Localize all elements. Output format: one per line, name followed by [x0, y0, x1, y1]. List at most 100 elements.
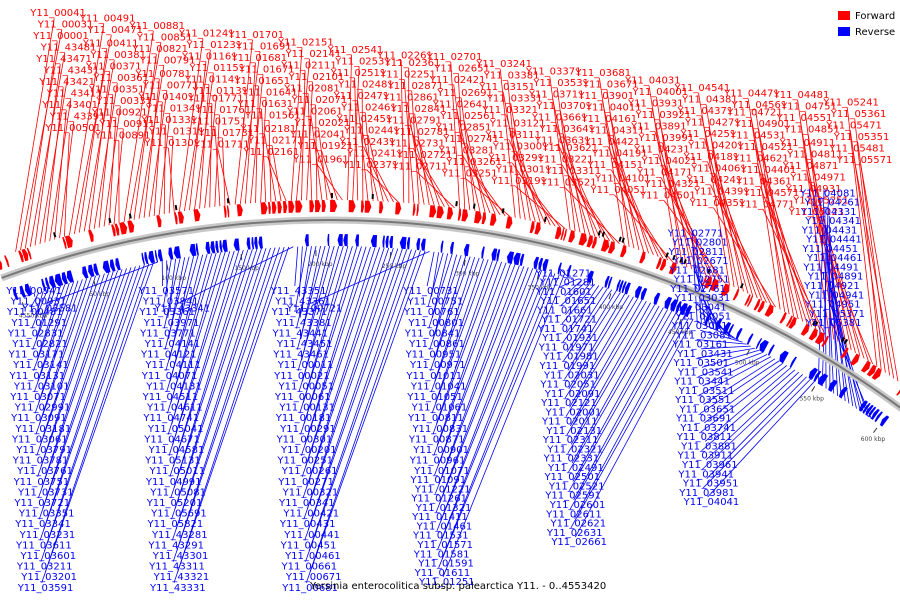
- forward-gene-label: Y11_01771: [187, 94, 244, 105]
- reverse-gene-label: Y11_03091: [10, 413, 67, 424]
- forward-gene-arrow: [733, 289, 740, 301]
- reverse-gene-label: Y11_03731: [17, 487, 74, 498]
- tick-mark: [873, 428, 877, 433]
- forward-gene-arrow: [530, 221, 535, 233]
- forward-gene-label: Y11_04421: [583, 137, 640, 148]
- forward-gene-arrow: [436, 206, 443, 218]
- reverse-gene-label: Y11_00831: [411, 424, 468, 435]
- forward-gene-arrow: [330, 200, 337, 212]
- reverse-gene-arrow: [818, 374, 828, 386]
- reverse-gene-label: Y11_05381: [805, 318, 862, 329]
- forward-gene-label: Y11_03711: [528, 90, 585, 101]
- forward-gene-label: Y11_02481: [337, 79, 394, 90]
- reverse-gene-label: Y11_00421: [282, 509, 339, 520]
- reverse-gene-arrow: [247, 237, 251, 249]
- forward-gene-label: Y11_02421: [429, 75, 486, 86]
- forward-gene-arrow: [474, 211, 482, 224]
- forward-gene-label: Y11_00501: [44, 123, 101, 134]
- reverse-gene-label: Y11_00751: [407, 297, 464, 308]
- forward-gene-label: Y11_01241: [178, 29, 235, 40]
- forward-gene-arrow: [156, 215, 161, 227]
- forward-gene-label: Y11_01231: [185, 40, 242, 51]
- forward-gene-label: Y11_02371: [342, 160, 399, 171]
- reverse-gene-label: Y11_03201: [20, 572, 77, 583]
- reverse-gene-label: Y11_05131: [144, 456, 201, 467]
- forward-gene-label: Y11_04061: [690, 163, 747, 174]
- forward-gene-label: Y11_02041: [289, 129, 346, 140]
- forward-gene-label: Y11_00371: [85, 62, 142, 73]
- forward-gene-label: Y11_04391: [693, 186, 750, 197]
- forward-gene-arrow: [534, 222, 540, 234]
- reverse-gene-arrow: [251, 237, 254, 249]
- legend-forward-label: Forward: [855, 11, 895, 22]
- forward-gene-arrow: [461, 209, 468, 221]
- tick-label: 50 kbp: [89, 291, 110, 298]
- forward-gene-arrow: [283, 201, 287, 213]
- reverse-gene-label: Y11_43321: [153, 572, 210, 583]
- reverse-gene-label: Y11_03751: [13, 477, 70, 488]
- rna-mark: [54, 232, 55, 237]
- forward-gene-label: Y11_01331: [140, 115, 197, 126]
- forward-gene-arrow: [111, 224, 116, 236]
- reverse-gene-label: Y11_02661: [550, 537, 607, 548]
- forward-gene-label: Y11_02701: [426, 52, 483, 63]
- reverse-connector: [427, 252, 434, 286]
- tick-mark: [747, 350, 750, 355]
- forward-gene-label: Y11_04971: [789, 172, 846, 183]
- reverse-gene-arrow: [880, 415, 889, 426]
- legend-forward-swatch: [838, 11, 850, 20]
- reverse-gene-label: Y11_00951: [405, 350, 462, 361]
- forward-gene-arrow: [365, 201, 372, 213]
- reverse-gene-arrow: [400, 237, 407, 249]
- forward-gene-label: Y11_00881: [128, 21, 185, 32]
- reverse-gene-arrow: [464, 244, 470, 256]
- reverse-gene-arrow: [497, 249, 501, 261]
- forward-gene-label: Y11_05361: [830, 109, 887, 120]
- forward-gene-label: Y11_03681: [574, 68, 631, 79]
- forward-gene-arrow: [277, 201, 282, 213]
- forward-gene-label: Y11_02431: [339, 137, 396, 148]
- reverse-gene-arrow: [210, 241, 215, 253]
- forward-gene-arrow: [224, 206, 227, 218]
- forward-gene-arrow: [413, 204, 416, 216]
- rna-mark: [474, 204, 475, 209]
- forward-gene-label: Y11_03151: [478, 82, 535, 93]
- forward-gene-label: Y11_02731: [388, 138, 445, 149]
- reverse-gene-arrow: [110, 259, 116, 271]
- forward-gene-label: Y11_02641: [432, 100, 489, 111]
- forward-gene-label: Y11_03291: [487, 153, 544, 164]
- forward-gene-label: Y11_04371: [677, 106, 734, 117]
- forward-gene-label: Y11_05571: [836, 155, 893, 166]
- forward-gene-label: Y11_02181: [240, 124, 297, 135]
- forward-gene-arrow: [482, 212, 486, 224]
- reverse-gene-arrow: [421, 239, 426, 251]
- forward-gene-label: Y11_02151: [277, 37, 334, 48]
- reverse-gene-label: Y11_01291: [10, 318, 67, 329]
- reverse-gene-label: Y11_05081: [149, 487, 206, 498]
- reverse-gene-label: Y11_00871: [408, 434, 465, 445]
- reverse-gene-arrow: [115, 258, 120, 270]
- rna-mark: [176, 205, 177, 210]
- reverse-gene-arrow: [416, 238, 420, 250]
- reverse-gene-arrow: [55, 273, 63, 286]
- reverse-gene-label: Y11_03231: [19, 530, 76, 541]
- reverse-gene-arrow: [520, 254, 524, 266]
- forward-gene-arrow: [587, 235, 593, 247]
- forward-gene-label: Y11_00041: [29, 8, 86, 19]
- reverse-gene-arrow: [507, 251, 514, 264]
- reverse-gene-label: Y11_00051: [278, 381, 335, 392]
- reverse-gene-label: Y11_03171: [8, 350, 65, 361]
- reverse-gene-arrow: [371, 235, 377, 247]
- forward-gene-label: Y11_43471: [35, 54, 92, 65]
- forward-gene-label: Y11_02711: [391, 161, 448, 172]
- forward-gene-label: Y11_04201: [687, 140, 744, 151]
- reverse-gene-label: Y11_00021: [273, 371, 330, 382]
- forward-gene-arrow: [765, 304, 774, 317]
- reverse-gene-label: Y11_00431: [279, 519, 336, 530]
- reverse-gene-label: Y11_43351: [270, 286, 327, 297]
- forward-gene-label: Y11_04251: [680, 129, 737, 140]
- forward-gene-label: Y11_04531: [729, 130, 786, 141]
- forward-gene-arrow: [490, 213, 497, 225]
- forward-gene-label: Y11_03371: [525, 67, 582, 78]
- reverse-gene-arrow: [759, 340, 768, 353]
